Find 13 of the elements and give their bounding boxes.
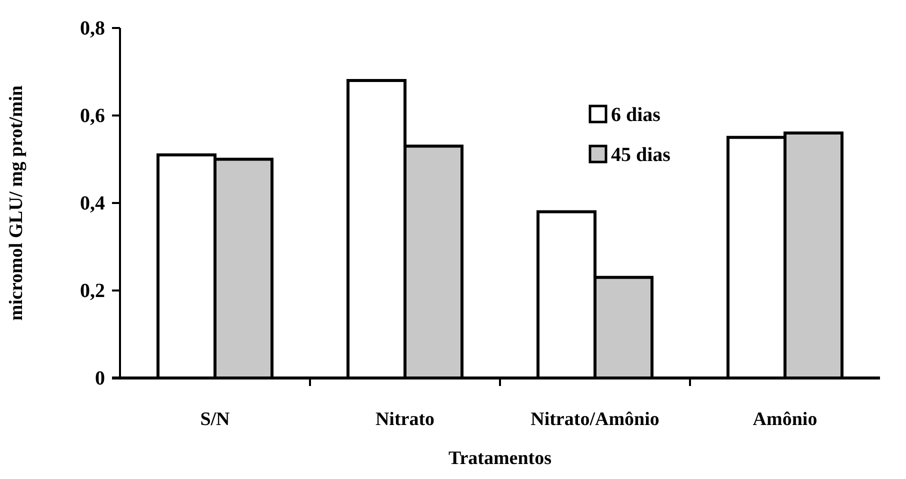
x-axis-title: Tratamentos	[448, 448, 552, 469]
y-tick-label: 0,4	[80, 192, 105, 214]
y-tick-label: 0,8	[80, 17, 105, 40]
legend-label: 45 dias	[611, 144, 671, 166]
x-tick-label: Nitrato	[375, 409, 435, 430]
legend-label: 6 dias	[611, 104, 661, 126]
x-tick-label: Nitrato/Amônio	[530, 409, 660, 430]
x-tick-label: S/N	[200, 409, 230, 430]
y-axis-title: micromol GLU/ mg prot/min	[6, 84, 27, 321]
y-tick-label: 0,2	[80, 280, 105, 302]
y-tick-label: 0	[95, 367, 105, 390]
y-tick-label: 0,6	[80, 104, 105, 127]
x-tick-label: Amônio	[752, 409, 818, 430]
